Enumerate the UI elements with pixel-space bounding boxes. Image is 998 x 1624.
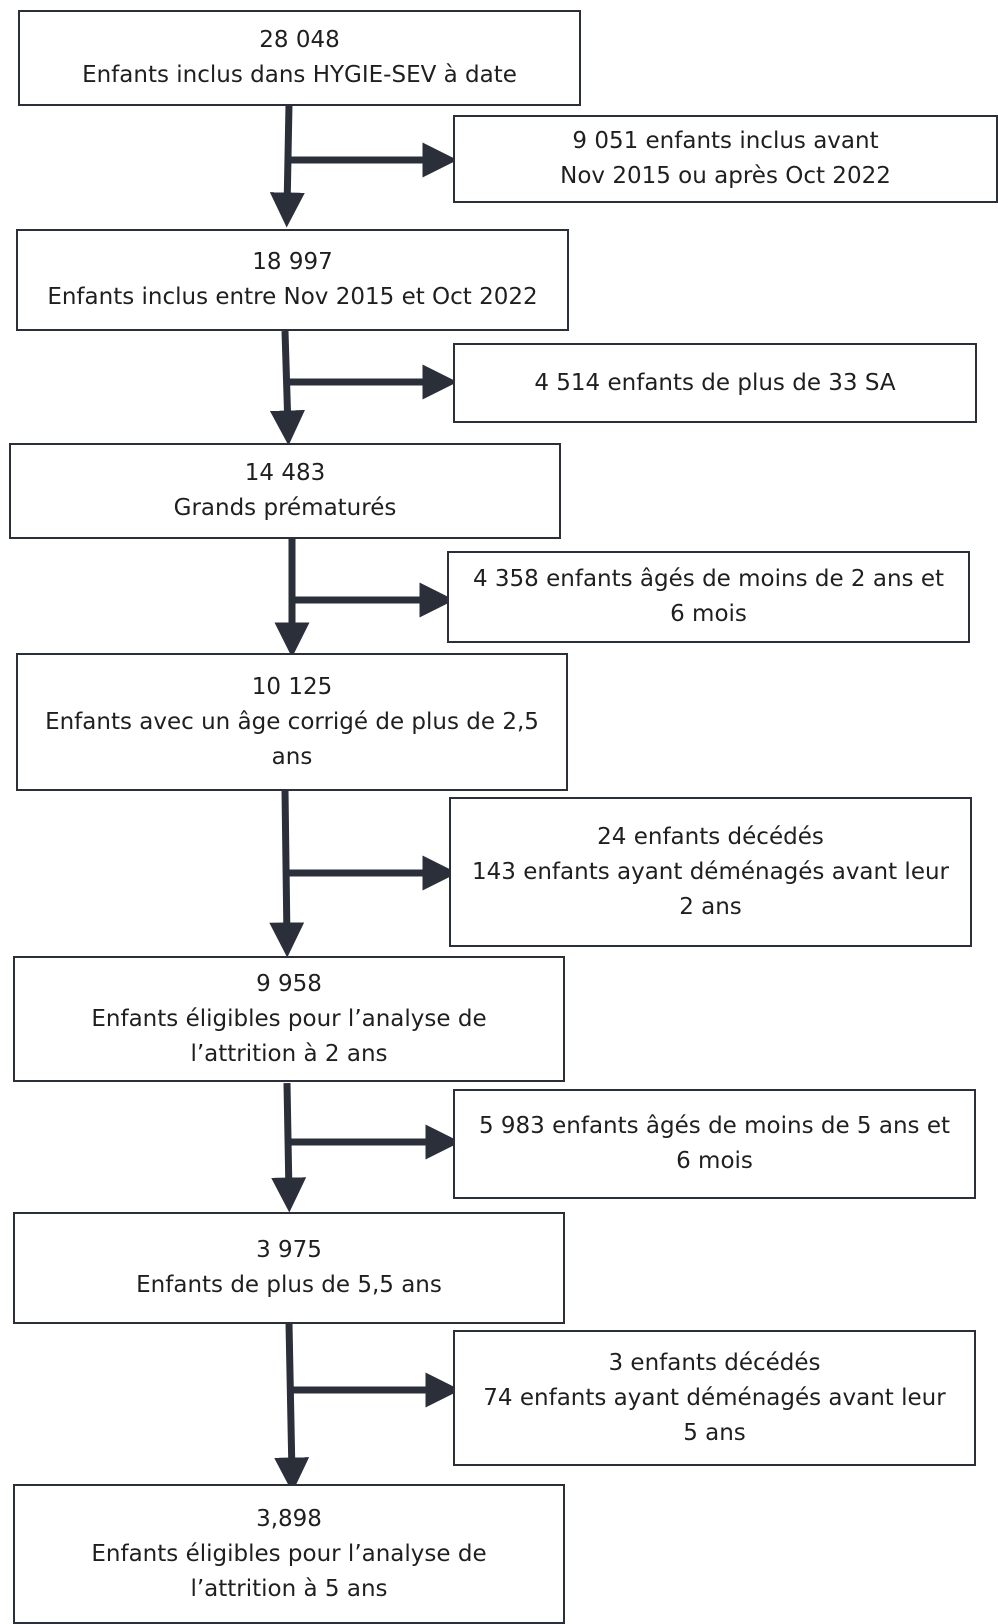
main-box-label: Enfants inclus entre Nov 2015 et Oct 202… xyxy=(47,284,538,310)
main-box-count: 10 125 xyxy=(251,673,333,700)
main-box-label: Enfants éligibles pour l’analyse de xyxy=(91,1005,487,1032)
main-box-label: Enfants inclus dans HYGIE-SEV à date xyxy=(82,62,517,88)
main-box-label-cont: ans xyxy=(271,743,313,770)
main-box-label: Enfants avec un âge corrigé de plus de 2… xyxy=(45,708,539,735)
main-box-5: 9 958 Enfants éligibles pour l’analyse d… xyxy=(13,956,565,1082)
main-box-label: Enfants de plus de 5,5 ans xyxy=(136,1272,442,1298)
main-box-count: 3 975 xyxy=(256,1237,322,1263)
main-box-label-cont: l’attrition à 5 ans xyxy=(190,1575,388,1602)
exclusion-line: 24 enfants décédés xyxy=(597,823,824,850)
main-box-4: 10 125 Enfants avec un âge corrigé de pl… xyxy=(16,653,568,791)
main-box-count: 18 997 xyxy=(252,249,333,275)
main-box-3: 14 483 Grands prématurés xyxy=(9,443,561,539)
exclusion-line: 6 mois xyxy=(676,1148,753,1174)
exclusion-line: 3 enfants décédés xyxy=(608,1349,821,1376)
down-arrow-4 xyxy=(269,789,305,958)
exclusion-line: 9 051 enfants inclus avant xyxy=(572,128,879,154)
exclusion-line: 143 enfants ayant déménagés avant leur xyxy=(471,858,950,885)
exclusion-line: Nov 2015 ou après Oct 2022 xyxy=(560,163,891,189)
down-arrow-5 xyxy=(271,1082,307,1213)
main-box-label: Grands prématurés xyxy=(173,495,397,521)
exclusion-box-4: 24 enfants décédés 143 enfants ayant dém… xyxy=(449,797,972,947)
main-box-count: 9 958 xyxy=(256,970,322,997)
main-box-count: 3,898 xyxy=(256,1505,322,1532)
exclusion-line: 5 983 enfants âgés de moins de 5 ans et xyxy=(478,1113,951,1139)
main-box-label: Enfants éligibles pour l’analyse de xyxy=(91,1540,487,1567)
main-box-7: 3,898 Enfants éligibles pour l’analyse d… xyxy=(13,1484,565,1624)
exclusion-box-3: 4 358 enfants âgés de moins de 2 ans et … xyxy=(447,551,970,643)
down-arrow-1 xyxy=(269,103,305,228)
exclusion-box-1: 9 051 enfants inclus avant Nov 2015 ou a… xyxy=(453,115,998,203)
exclusion-line: 4 514 enfants de plus de 33 SA xyxy=(534,369,896,396)
exclusion-box-2: 4 514 enfants de plus de 33 SA xyxy=(453,343,977,423)
down-arrow-6 xyxy=(274,1322,310,1493)
exclusion-box-6: 3 enfants décédés 74 enfants ayant démén… xyxy=(453,1330,976,1466)
main-box-2: 18 997 Enfants inclus entre Nov 2015 et … xyxy=(16,229,569,331)
exclusion-line: 4 358 enfants âgés de moins de 2 ans et xyxy=(472,566,945,592)
main-box-count: 28 048 xyxy=(259,27,340,53)
exclusion-line: 6 mois xyxy=(670,601,747,627)
main-box-count: 14 483 xyxy=(244,460,326,486)
main-box-label-cont: l’attrition à 2 ans xyxy=(190,1040,388,1067)
exclusion-box-5: 5 983 enfants âgés de moins de 5 ans et … xyxy=(453,1089,976,1199)
main-box-6: 3 975 Enfants de plus de 5,5 ans xyxy=(13,1212,565,1324)
exclusion-line: 74 enfants ayant déménagés avant leur xyxy=(483,1384,946,1411)
exclusion-line: 5 ans xyxy=(683,1419,746,1446)
main-box-1: 28 048 Enfants inclus dans HYGIE-SEV à d… xyxy=(18,10,581,106)
exclusion-line: 2 ans xyxy=(679,893,742,920)
down-arrow-2 xyxy=(269,330,305,446)
